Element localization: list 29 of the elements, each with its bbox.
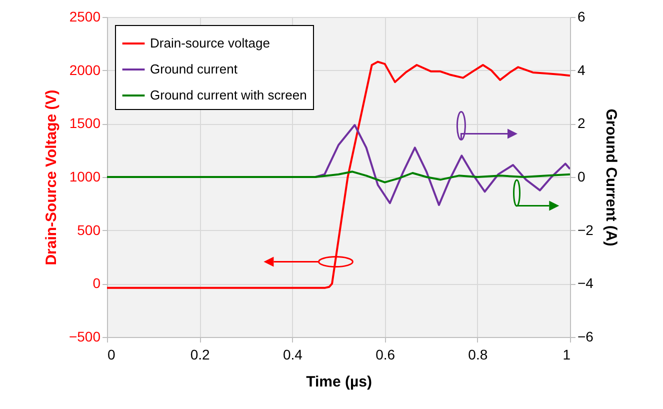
y-axis-title: Drain-Source Voltage (V) xyxy=(42,90,60,266)
legend-label: Drain-source voltage xyxy=(150,36,270,50)
y-tick-label: 500 xyxy=(77,222,101,238)
y2-tick-label: 6 xyxy=(578,8,586,24)
legend-label: Ground current xyxy=(150,62,238,76)
y-tick-label: 1500 xyxy=(69,115,101,132)
line-series xyxy=(107,60,570,289)
y-tick-label: 1000 xyxy=(69,168,101,184)
x-tick-label: 0.4 xyxy=(282,346,303,362)
y2-tick-label: 4 xyxy=(578,62,586,78)
x-tick-label: 1 xyxy=(562,346,571,362)
legend-label: Ground current with screen xyxy=(150,88,307,102)
x-axis-title: Time (µs) xyxy=(306,374,372,390)
line-series xyxy=(107,170,570,184)
y-tick-label: 0 xyxy=(92,275,101,292)
y-tick-label: 2500 xyxy=(69,8,101,24)
y2-tick-label: −4 xyxy=(578,275,594,292)
y-tick-label: 2000 xyxy=(69,62,101,78)
y2-tick-label: 2 xyxy=(578,115,586,132)
x-tick-label: 0 xyxy=(108,346,116,362)
y-tick-label: −500 xyxy=(68,328,101,344)
y2-axis-title: Ground Current (A) xyxy=(602,108,620,246)
line-series xyxy=(314,124,570,206)
y2-tick-label: −6 xyxy=(578,328,594,344)
x-tick-label: 0.6 xyxy=(376,346,396,362)
x-tick-label: 0.8 xyxy=(468,346,488,362)
x-tick-label: 0.2 xyxy=(190,346,210,362)
y2-tick-label: 0 xyxy=(578,168,586,184)
y2-tick-label: −2 xyxy=(578,222,594,238)
